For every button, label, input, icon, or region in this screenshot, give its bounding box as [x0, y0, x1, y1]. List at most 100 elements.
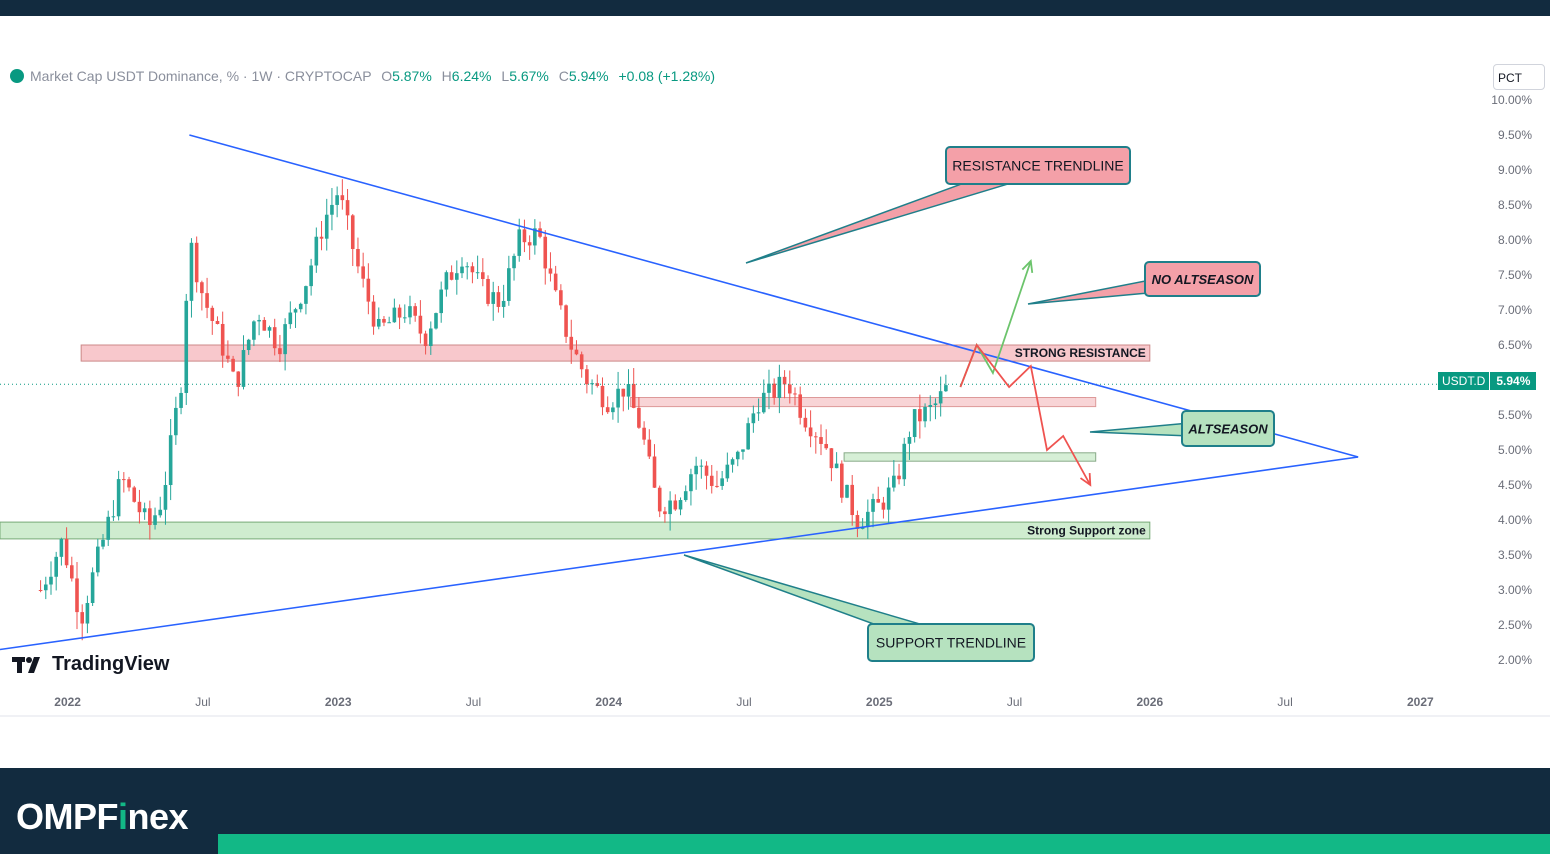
x-tick-label: Jul [195, 695, 210, 709]
chart-legend: Market Cap USDT Dominance, % · 1W · CRYP… [10, 68, 715, 84]
candle-body [746, 423, 750, 450]
candle-body [262, 319, 267, 331]
candle-body [449, 272, 454, 280]
candle-body [153, 515, 157, 525]
candle-body [517, 229, 522, 256]
y-tick-label: 3.50% [1498, 548, 1532, 562]
candle-body [767, 383, 771, 393]
x-tick-label: Jul [1007, 695, 1022, 709]
candle-body [798, 394, 802, 418]
candle-body [678, 500, 683, 510]
y-axis: 10.00% 9.50% 9.00% 8.50% 8.00% 7.50% 7.00% 6.50… [1488, 90, 1550, 716]
scenario-down-arrow [959, 343, 1092, 486]
candle-body [808, 427, 813, 437]
candle-body [382, 318, 386, 323]
x-tick-label: 2026 [1136, 695, 1163, 709]
price-tag-value: 5.94% [1490, 372, 1537, 390]
candle-body [96, 546, 100, 573]
candle-body [631, 384, 636, 408]
brand-name-pre: OMPF [16, 796, 119, 837]
candle-body [834, 463, 839, 469]
candle-body [793, 393, 797, 395]
candle-body [361, 266, 365, 279]
y-tick-label: 8.50% [1498, 198, 1532, 212]
candle-body [402, 317, 407, 319]
legend-title: Market Cap USDT Dominance, % · 1W · CRYP… [30, 68, 372, 84]
chart-area[interactable]: STRONG RESISTANCE Strong Support zone 10.… [0, 0, 1550, 768]
candle-body [246, 339, 251, 351]
candle-body [637, 407, 641, 428]
candle-body [231, 358, 235, 372]
candle-body [220, 323, 225, 356]
candle-body [392, 307, 397, 323]
scale-mode-button[interactable]: PCT [1493, 64, 1545, 90]
y-tick-label: 10.00% [1491, 93, 1532, 107]
candle-body [527, 242, 532, 246]
candle-body [512, 255, 516, 269]
candle-body [553, 273, 558, 291]
candle-body [413, 306, 417, 316]
x-tick-label: 2027 [1407, 695, 1434, 709]
candle-body [184, 300, 189, 393]
candle-body [689, 474, 693, 492]
candle-body [85, 603, 90, 624]
y-tick-label: 9.00% [1498, 163, 1532, 177]
candle-body [257, 319, 261, 322]
candle-body [59, 539, 64, 557]
candle-body [923, 407, 927, 422]
candle-body [444, 272, 449, 290]
candle-body [621, 388, 626, 397]
resistance-trendline-callout-text: RESISTANCE TRENDLINE [952, 158, 1123, 174]
annotations-layer: RESISTANCE TRENDLINE NO ALTSEASON ALTSEASO… [683, 146, 1275, 662]
resistance-trendline-callout-box [945, 146, 1131, 185]
candle-body [704, 465, 709, 476]
candle-body [194, 242, 199, 283]
candle-body [340, 195, 345, 201]
candle-body [522, 229, 527, 243]
candle-body [90, 572, 95, 604]
candle-body [777, 376, 782, 398]
no-altseason-callout-box [1144, 261, 1261, 297]
candle-body [761, 392, 766, 413]
brand-logo[interactable]: OMPFinex [16, 796, 189, 838]
candle-body [772, 383, 776, 398]
zone-strong-resistance [80, 344, 1151, 362]
candle-body [876, 499, 881, 503]
x-tick-label: 2023 [325, 695, 352, 709]
candle-body [850, 484, 855, 516]
candle-body [663, 511, 667, 515]
candle-body [137, 501, 142, 513]
candle-body [840, 463, 844, 498]
candle-body [132, 487, 137, 502]
x-tick-label: Jul [1277, 695, 1292, 709]
candle-body [533, 228, 537, 246]
candle-body [49, 576, 53, 585]
tradingview-icon [12, 656, 40, 673]
legend-close: 5.94% [568, 68, 609, 84]
zone-strong-support-zone [0, 521, 1151, 540]
candle-body [938, 391, 943, 404]
x-tick-label: 2024 [595, 695, 622, 709]
candle-body [871, 499, 875, 512]
y-tick-label: 7.50% [1498, 268, 1532, 282]
candle-body [434, 313, 438, 329]
candle-body [428, 328, 433, 347]
candle-body [735, 451, 740, 460]
y-tick-label: 5.00% [1498, 443, 1532, 457]
candle-body [80, 612, 85, 624]
candle-body [252, 321, 256, 340]
brand-name-post: nex [127, 796, 189, 837]
candle-body [642, 427, 646, 440]
tradingview-logo[interactable]: TradingView [12, 653, 169, 676]
candle-body [304, 286, 308, 304]
candle-body [335, 195, 339, 205]
legend-open-label: O [381, 68, 393, 84]
y-tick-label: 3.00% [1498, 583, 1532, 597]
last-price-tag: USDT.D 5.94% [1438, 372, 1537, 390]
footer-accent-bar [218, 834, 1550, 854]
candle-body [371, 301, 376, 327]
candle-body [892, 475, 896, 488]
candle-body [314, 236, 319, 266]
candle-body [38, 590, 43, 591]
candle-body [283, 324, 287, 355]
